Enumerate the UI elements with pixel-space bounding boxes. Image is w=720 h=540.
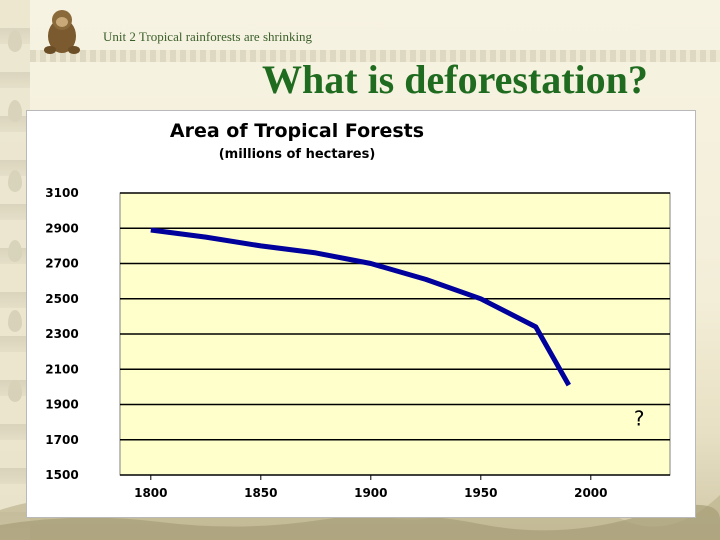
chart-annotation: ? — [634, 407, 645, 431]
slide-title: What is deforestation? — [262, 57, 648, 102]
monkey-icon — [44, 10, 80, 54]
y-tick-label: 2100 — [45, 362, 78, 376]
decorative-banner — [30, 50, 720, 62]
x-tick-label: 2000 — [574, 486, 607, 500]
y-tick-label: 1500 — [45, 468, 78, 482]
x-tick-label: 1950 — [464, 486, 497, 500]
y-tick-label: 1700 — [45, 433, 78, 447]
unit-label: Unit 2 Tropical rainforests are shrinkin… — [103, 29, 313, 44]
leaf-icon — [8, 170, 22, 192]
grid-lines — [120, 192, 670, 476]
leaf-icon — [8, 100, 22, 122]
y-tick-label: 2300 — [45, 327, 78, 341]
series-line — [150, 227, 571, 387]
y-tick-label: 2700 — [45, 257, 78, 271]
leaf-icon — [8, 380, 22, 402]
chart-panel: Area of Tropical Forests (millions of he… — [26, 110, 696, 518]
y-tick-label: 2900 — [45, 221, 78, 235]
leaf-icon — [8, 310, 22, 332]
y-tick-label: 2500 — [45, 292, 78, 306]
decorative-vine — [0, 0, 30, 540]
leaf-icon — [8, 30, 22, 52]
x-tick-label: 1800 — [134, 486, 167, 500]
x-tick-label: 1850 — [244, 486, 277, 500]
y-tick-label: 1900 — [45, 398, 78, 412]
chart-subtitle: (millions of hectares) — [219, 147, 376, 162]
line-chart: Area of Tropical Forests (millions of he… — [45, 120, 671, 500]
leaf-icon — [8, 240, 22, 262]
x-axis-ticks: 1800 1850 1900 1950 2000 — [134, 475, 608, 500]
y-tick-label: 3100 — [45, 186, 78, 200]
y-axis-ticks: 3100 2900 2700 2500 2300 2100 1900 1700 1500 — [45, 186, 78, 482]
chart-title: Area of Tropical Forests — [170, 120, 424, 142]
x-tick-label: 1900 — [354, 486, 387, 500]
